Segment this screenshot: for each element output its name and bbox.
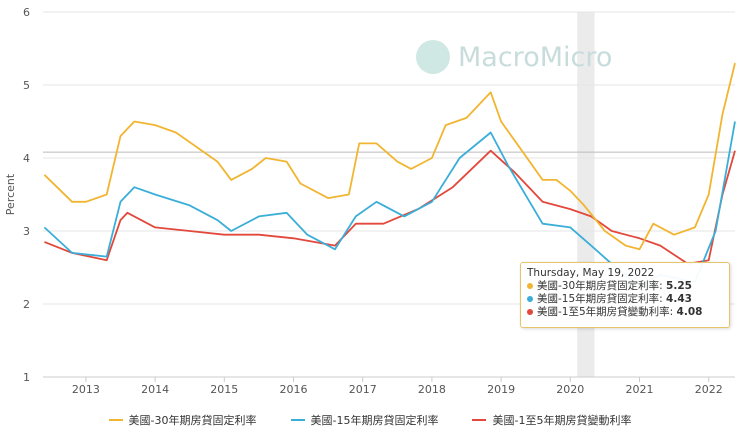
line-chart[interactable]: 1 2 3 4 5 6 2013 2014 2015 2016 2017 2018 2019 2020 20…: [0, 0, 740, 410]
legend: 美國-30年期房貸固定利率 美國-15年期房貸固定利率 美國-1至5年期房貸變動…: [0, 412, 740, 428]
y-tick-label: 6: [23, 6, 30, 19]
legend-label: 美國-15年期房貸固定利率: [310, 414, 439, 427]
tooltip-label: 美國-1至5年期房貸變動利率:: [537, 306, 677, 318]
legend-item-arm[interactable]: 美國-1至5年期房貸變動利率: [472, 412, 631, 428]
legend-label: 美國-30年期房貸固定利率: [128, 414, 257, 427]
x-tick-label: 2017: [349, 383, 377, 396]
y-tick-label: 4: [23, 152, 30, 165]
x-tick-label: 2016: [280, 383, 308, 396]
x-tick-label: 2015: [210, 383, 238, 396]
x-tick-label: 2020: [556, 383, 584, 396]
dot-icon: [527, 283, 533, 289]
tooltip: Thursday, May 19, 2022 美國-30年期房貸固定利率: 5.…: [520, 262, 730, 328]
legend-swatch: [290, 419, 305, 421]
x-tick-label: 2014: [141, 383, 169, 396]
watermark: MacroMicro: [416, 40, 612, 74]
y-tick-label: 2: [23, 298, 30, 311]
legend-swatch: [472, 419, 487, 421]
legend-label: 美國-1至5年期房貸變動利率: [492, 414, 632, 427]
tooltip-value: 4.43: [666, 293, 692, 305]
y-tick-label: 1: [23, 371, 30, 384]
macromicro-logo-icon: [416, 40, 450, 74]
dot-icon: [527, 296, 533, 302]
tooltip-row-15y: 美國-15年期房貸固定利率: 4.43: [527, 293, 723, 306]
tooltip-row-arm: 美國-1至5年期房貸變動利率: 4.08: [527, 306, 723, 319]
tooltip-label: 美國-30年期房貸固定利率:: [537, 280, 667, 292]
y-tick-label: 5: [23, 79, 30, 92]
y-axis-label: Percent: [4, 173, 17, 215]
tooltip-label: 美國-15年期房貸固定利率:: [537, 293, 667, 305]
legend-item-15y[interactable]: 美國-15年期房貸固定利率: [290, 412, 439, 428]
x-tick-label: 2022: [695, 383, 723, 396]
x-tick-label: 2021: [626, 383, 654, 396]
x-tick-label: 2019: [487, 383, 515, 396]
series-line-0: [43, 62, 736, 251]
tooltip-value: 4.08: [676, 306, 703, 318]
legend-item-30y[interactable]: 美國-30年期房貸固定利率: [108, 412, 257, 428]
watermark-text: MacroMicro: [458, 41, 613, 73]
legend-swatch: [108, 419, 123, 421]
y-tick-label: 3: [23, 225, 30, 238]
tooltip-row-30y: 美國-30年期房貸固定利率: 5.25: [527, 280, 723, 293]
x-tick-label: 2018: [418, 383, 446, 396]
x-tick-label: 2013: [72, 383, 100, 396]
tooltip-value: 5.25: [666, 280, 692, 292]
dot-icon: [527, 309, 533, 315]
tooltip-date: Thursday, May 19, 2022: [527, 267, 655, 279]
